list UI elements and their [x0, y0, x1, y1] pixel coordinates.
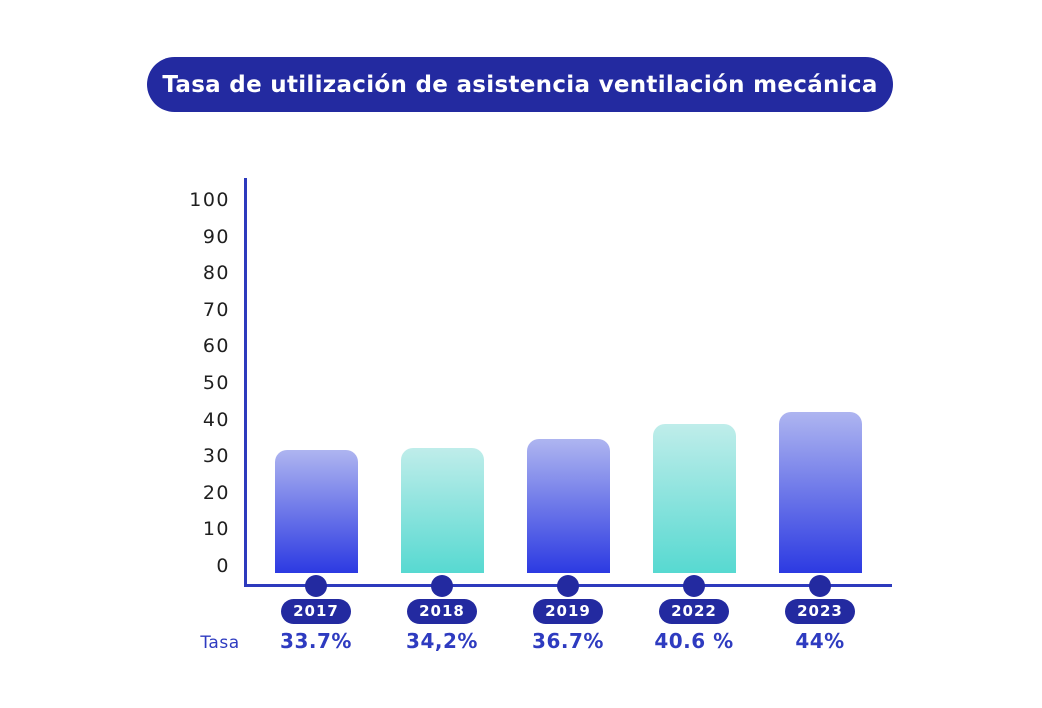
value-label-2023: 44%: [795, 629, 845, 653]
y-tick-label-50: 50: [202, 372, 230, 394]
y-tick-label-80: 80: [202, 262, 230, 285]
value-label-2017: 33.7%: [280, 629, 352, 653]
chart-title: Tasa de utilización de asistencia ventil…: [162, 71, 878, 98]
year-badge-2018: 2018: [407, 599, 477, 624]
y-tick-label-20: 20: [202, 481, 230, 504]
value-label-2022: 40.6 %: [654, 629, 734, 653]
axis-dot-2018: [431, 575, 453, 597]
axis-dot-2023: [809, 575, 831, 597]
y-tick-label-100: 100: [189, 189, 230, 211]
value-label-2019: 36.7%: [532, 629, 604, 653]
bar-2017: [274, 449, 358, 573]
axis-dot-2022: [683, 575, 705, 597]
y-tick-label-60: 60: [202, 335, 230, 358]
y-tick-label-90: 90: [202, 225, 230, 248]
bar-2019: [526, 438, 610, 573]
y-tick-label-0: 0: [216, 555, 230, 577]
year-badge-2017: 2017: [281, 599, 351, 624]
bar-2018: [400, 447, 484, 573]
value-label-2018: 34,2%: [406, 629, 478, 653]
year-badge-2019: 2019: [533, 599, 603, 624]
y-tick-label-30: 30: [202, 445, 230, 468]
axis-dot-2019: [557, 575, 579, 597]
y-tick-label-10: 10: [202, 518, 230, 541]
chart-title-banner: Tasa de utilización de asistencia ventil…: [147, 57, 893, 112]
bar-2022: [652, 424, 736, 573]
year-badge-2022: 2022: [659, 599, 729, 624]
axis-dot-2017: [305, 575, 327, 597]
y-axis-line: [244, 178, 247, 587]
y-tick-label-40: 40: [202, 408, 230, 431]
y-tick-label-70: 70: [202, 298, 230, 321]
row-label-tasa: Tasa: [200, 633, 240, 653]
bar-2023: [778, 411, 862, 573]
year-badge-2023: 2023: [785, 599, 855, 624]
